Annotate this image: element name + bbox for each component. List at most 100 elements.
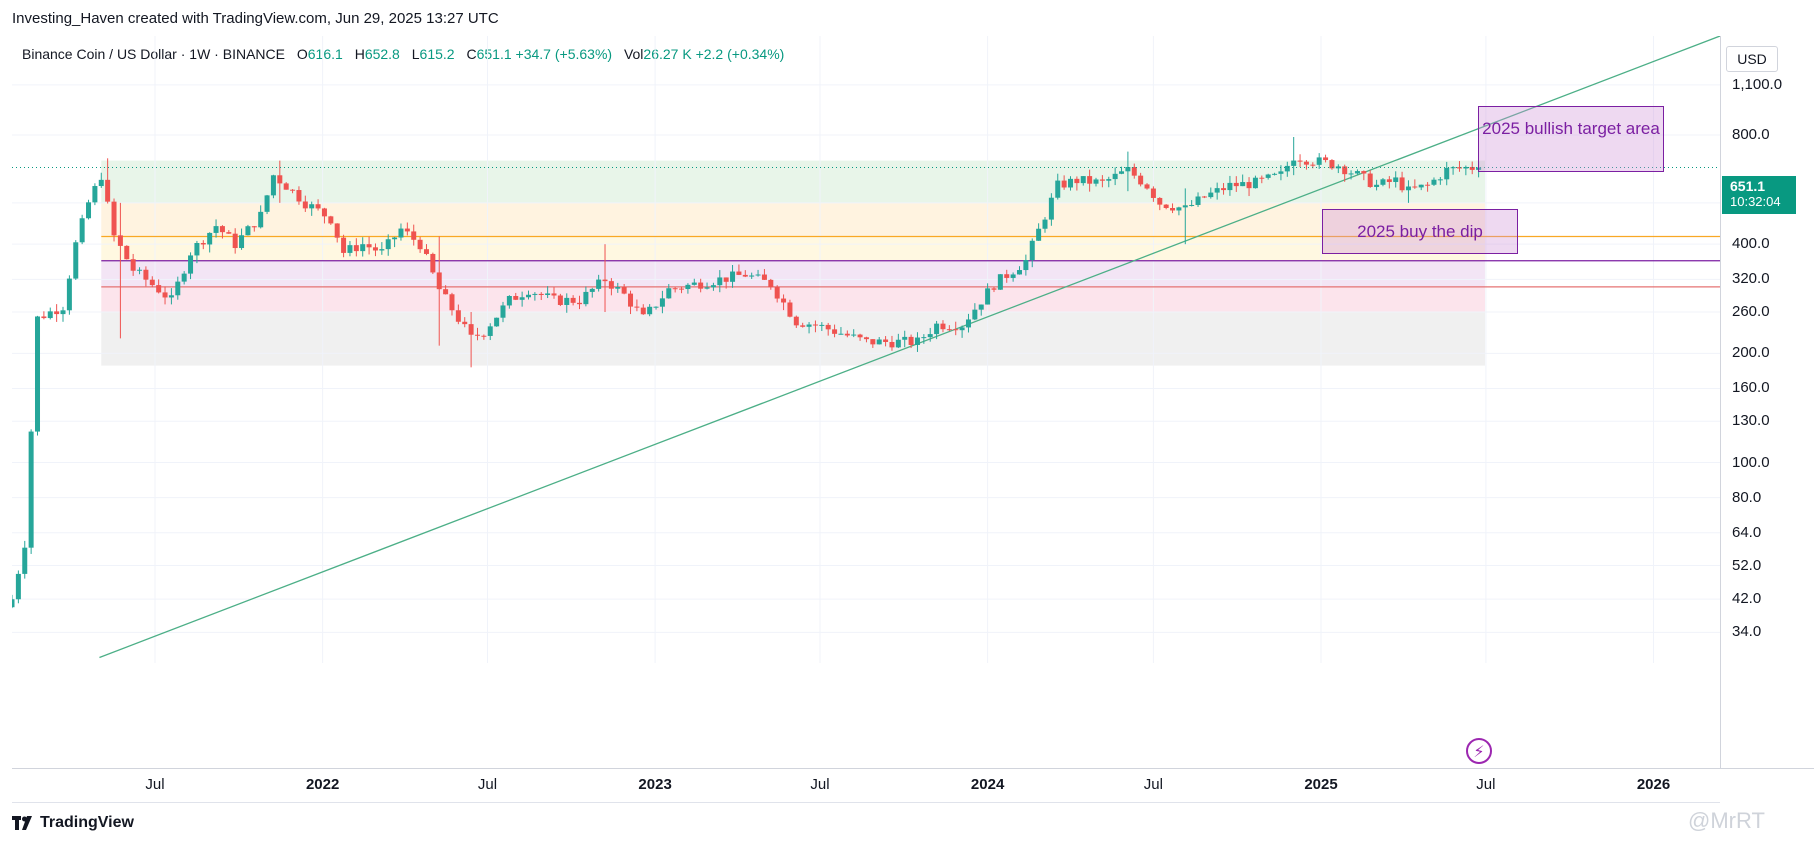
candle-body: [1298, 161, 1303, 162]
candle-body: [858, 335, 863, 338]
candle-body: [1400, 177, 1405, 190]
currency-button[interactable]: USD: [1726, 46, 1778, 72]
candle-body: [188, 255, 193, 273]
brand-name: TradingView: [40, 814, 134, 832]
candle-body: [991, 288, 996, 289]
time-tick-label: Jul: [1144, 776, 1163, 793]
candle-body: [634, 307, 639, 308]
candle-body: [1042, 220, 1047, 229]
candle-body: [1196, 196, 1201, 204]
candle-body: [143, 270, 148, 280]
candle-body: [532, 294, 537, 295]
time-tick-label: Jul: [810, 776, 829, 793]
candle-body: [1145, 184, 1150, 188]
candle-body: [807, 325, 812, 327]
candle-body: [61, 310, 66, 314]
time-tick-label: Jul: [478, 776, 497, 793]
candle-body: [16, 574, 21, 599]
candle-body: [373, 247, 378, 250]
candle-body: [1266, 175, 1271, 178]
candle-body: [513, 296, 518, 300]
price-tick-label: 34.0: [1732, 623, 1761, 640]
zone-band: [101, 261, 1485, 287]
candle-body: [889, 342, 894, 347]
candle-body: [1208, 193, 1213, 198]
candle-body: [762, 275, 767, 280]
candle-body: [405, 229, 410, 232]
candle-body: [1438, 179, 1443, 180]
candle-body: [296, 190, 301, 201]
price-tick-label: 320.0: [1732, 270, 1770, 287]
candle-body: [736, 272, 741, 275]
candle-body: [960, 327, 965, 330]
candle-body: [1176, 207, 1181, 210]
candle-body: [1444, 168, 1449, 179]
candle-body: [545, 293, 550, 295]
candle-body: [150, 280, 155, 285]
candle-body: [673, 288, 678, 289]
candle-body: [851, 335, 856, 336]
candle-body: [1011, 274, 1016, 277]
candle-body: [284, 183, 289, 189]
candle-body: [1017, 270, 1022, 274]
candle-body: [67, 279, 72, 311]
price-chart[interactable]: [12, 36, 1720, 768]
tradingview-logo-icon: [12, 816, 36, 830]
candle-body: [966, 319, 971, 327]
candle-body: [647, 307, 652, 314]
candle-body: [979, 305, 984, 310]
candle-body: [494, 318, 499, 327]
spark-icon[interactable]: ⚡: [1466, 738, 1492, 764]
candle-body: [1419, 185, 1424, 188]
candle-body: [1049, 198, 1054, 220]
candle-body: [864, 337, 869, 339]
candle-body: [462, 322, 467, 324]
candle-body: [424, 249, 429, 254]
price-tick-label: 400.0: [1732, 235, 1770, 252]
candle-body: [1380, 179, 1385, 184]
zone-band: [101, 312, 1485, 366]
candle-body: [985, 288, 990, 304]
candle-body: [201, 243, 206, 244]
candle-body: [1100, 179, 1105, 180]
candle-body: [456, 310, 461, 322]
candle-body: [813, 325, 818, 326]
time-axis-border: [12, 768, 1814, 769]
candle-body: [1361, 171, 1366, 173]
candle-body: [73, 242, 78, 278]
candle-body: [328, 216, 333, 223]
candle-body: [883, 339, 888, 341]
candle-body: [469, 324, 474, 335]
price-axis[interactable]: [1720, 36, 1814, 768]
price-tick-label: 1,100.0: [1732, 76, 1782, 93]
candle-body: [1253, 178, 1258, 188]
last-price-tag: 651.1 10:32:04: [1722, 176, 1796, 214]
candle-body: [526, 295, 531, 298]
candle-body: [1368, 174, 1373, 187]
candle-body: [940, 324, 945, 330]
candle-body: [520, 297, 525, 300]
candle-body: [175, 282, 180, 296]
candle-body: [596, 280, 601, 289]
candle-body: [603, 280, 608, 282]
candle-body: [500, 305, 505, 317]
watermark: @MrRT: [1688, 808, 1765, 834]
candle-body: [679, 289, 684, 290]
candle-body: [1094, 179, 1099, 183]
candle-body: [1215, 188, 1220, 192]
candle-body: [271, 175, 276, 195]
candle-body: [1451, 167, 1456, 168]
candle-body: [870, 339, 875, 344]
candle-body: [12, 599, 15, 607]
candle-body: [360, 244, 365, 251]
candle-body: [1023, 260, 1028, 270]
candle-body: [1030, 241, 1035, 260]
candle-body: [99, 180, 104, 186]
bullish-target-annotation[interactable]: 2025 bullish target area: [1478, 106, 1664, 172]
candle-body: [1113, 174, 1118, 179]
candle-body: [692, 283, 697, 285]
candle-body: [749, 276, 754, 277]
candle-body: [768, 280, 773, 287]
buy-the-dip-annotation[interactable]: 2025 buy the dip: [1322, 209, 1518, 254]
candle-body: [347, 245, 352, 253]
